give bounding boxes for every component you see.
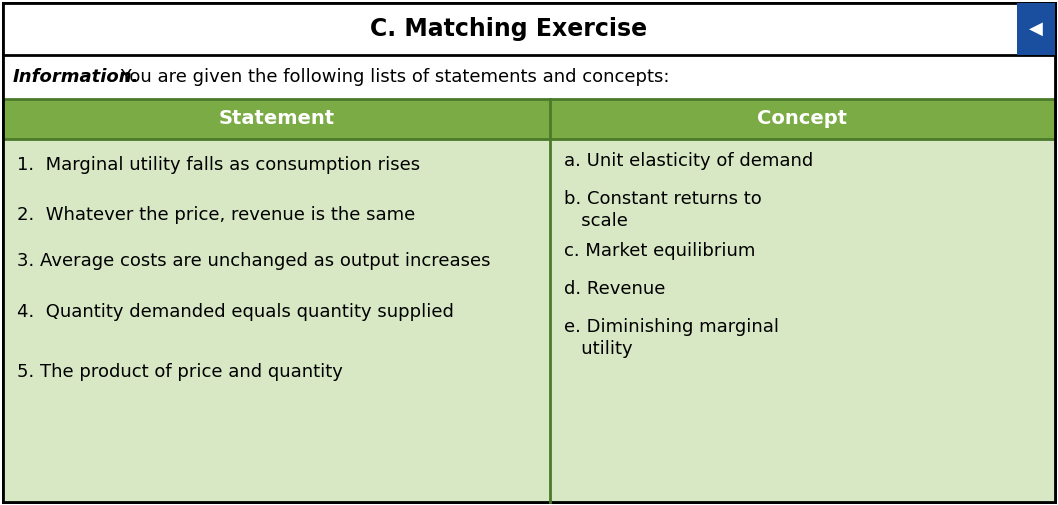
Text: 1.  Marginal utility falls as consumption rises: 1. Marginal utility falls as consumption… [17,156,420,174]
Text: e. Diminishing marginal: e. Diminishing marginal [564,318,779,336]
Text: b. Constant returns to: b. Constant returns to [564,190,762,208]
Text: d. Revenue: d. Revenue [564,280,665,298]
Bar [3,139,1055,502]
Text: Concept: Concept [758,110,847,128]
Text: Statement: Statement [218,110,334,128]
Bar [1017,3,1055,55]
Text: scale: scale [564,212,627,230]
Bar [3,99,1055,139]
Text: 2.  Whatever the price, revenue is the same: 2. Whatever the price, revenue is the sa… [17,206,415,224]
Text: C. Matching Exercise: C. Matching Exercise [370,17,647,41]
Text: a. Unit elasticity of demand: a. Unit elasticity of demand [564,152,814,170]
Text: ◀: ◀ [1029,20,1043,38]
Text: utility: utility [564,340,633,358]
Text: 3. Average costs are unchanged as output increases: 3. Average costs are unchanged as output… [17,252,491,270]
Text: You are given the following lists of statements and concepts:: You are given the following lists of sta… [115,68,670,86]
Text: Information.: Information. [13,68,140,86]
Text: c. Market equilibrium: c. Market equilibrium [564,242,755,260]
Bar [3,3,1055,55]
Bar [3,55,1055,99]
Text: 4.  Quantity demanded equals quantity supplied: 4. Quantity demanded equals quantity sup… [17,303,454,321]
Text: 5. The product of price and quantity: 5. The product of price and quantity [17,363,343,381]
